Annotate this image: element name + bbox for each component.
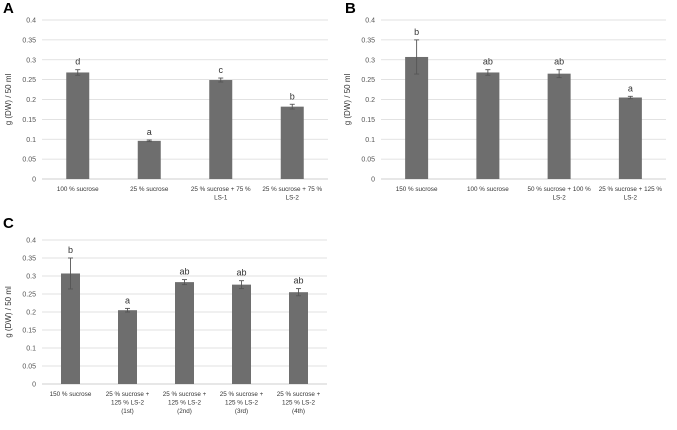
chart-c: 0 0.05 0.1 0.15 0.2 0.25 0.3 0.35 0.4 g (DW) / 50… xyxy=(4,238,327,415)
y-tick-label: 0.35 xyxy=(22,256,36,263)
y-tick-label: 0.05 xyxy=(22,364,36,371)
x-tick-label: 125 % LS-2 xyxy=(225,400,258,407)
y-tick-label: 0.1 xyxy=(26,137,36,144)
y-tick-label: 0.05 xyxy=(361,157,375,164)
bar xyxy=(66,72,90,179)
chart-b: 0 0.05 0.1 0.15 0.2 0.25 0.3 0.35 0.4 g (DW) / 50… xyxy=(343,18,666,202)
y-tick-label: 0.4 xyxy=(26,18,36,25)
x-tick-label: 150 % sucrose xyxy=(396,186,438,193)
significance-letter: d xyxy=(75,57,80,67)
y-tick-label: 0.35 xyxy=(361,37,375,44)
significance-letter: a xyxy=(125,295,130,305)
x-tick-label: 125 % LS-2 xyxy=(111,400,144,407)
bar xyxy=(618,97,642,179)
bar xyxy=(280,106,304,179)
significance-letter: ab xyxy=(293,276,303,286)
bar xyxy=(137,140,161,179)
significance-letter: ab xyxy=(179,267,189,277)
x-tick-label: 125 % LS-2 xyxy=(282,400,315,407)
x-tick-label: 25 % sucrose + xyxy=(106,391,150,398)
x-tick-label: 100 % sucrose xyxy=(467,186,509,193)
bar xyxy=(405,56,429,179)
bar xyxy=(476,72,500,179)
bar xyxy=(118,310,137,384)
y-tick-label: 0.1 xyxy=(26,346,36,353)
y-tick-label: 0.25 xyxy=(361,77,375,84)
y-tick-label: 0.25 xyxy=(22,77,36,84)
panel-b: B 0 0.05 0.1 0.15 0.2 0.25 0.3 0.35 0.4 g (DW) / … xyxy=(340,0,677,215)
y-axis-title: g (DW) / 50 ml xyxy=(4,286,13,338)
bar xyxy=(209,80,233,179)
y-tick-label: 0.15 xyxy=(361,117,375,124)
panel-a-label: A xyxy=(3,0,14,17)
bar xyxy=(289,292,308,384)
significance-letter: b xyxy=(68,245,73,255)
x-tick-label: (1st) xyxy=(121,408,134,415)
y-tick-label: 0.4 xyxy=(26,238,36,245)
significance-letter: a xyxy=(628,83,633,93)
y-tick-label: 0.2 xyxy=(365,97,375,104)
bar xyxy=(547,73,571,179)
x-tick-label: 25 % sucrose + 75 % xyxy=(191,186,251,193)
x-tick-label: 150 % sucrose xyxy=(50,391,92,398)
y-tick-label: 0.2 xyxy=(26,310,36,317)
significance-letter: b xyxy=(414,27,419,37)
panel-c: C 0 0.05 0.1 0.15 0.2 0.25 0.3 0.35 0.4 g (DW) / … xyxy=(0,215,340,425)
y-tick-label: 0 xyxy=(371,177,375,184)
x-tick-label: (3rd) xyxy=(235,408,248,415)
y-tick-label: 0.3 xyxy=(26,57,36,64)
x-tick-label: LS-2 xyxy=(624,195,638,202)
y-tick-label: 0.2 xyxy=(26,97,36,104)
x-tick-label: (2nd) xyxy=(177,408,192,415)
x-tick-label: 125 % LS-2 xyxy=(168,400,201,407)
y-tick-label: 0.4 xyxy=(365,18,375,25)
x-tick-label: 25 % sucrose + 75 % xyxy=(262,186,322,193)
x-tick-label: 25 % sucrose + xyxy=(220,391,264,398)
x-tick-label: 25 % sucrose xyxy=(130,186,169,193)
x-tick-label: (4th) xyxy=(292,408,305,415)
x-tick-label: 25 % sucrose + xyxy=(277,391,321,398)
y-tick-label: 0.25 xyxy=(22,292,36,299)
significance-letter: ab xyxy=(483,57,493,67)
y-tick-label: 0.05 xyxy=(22,157,36,164)
x-tick-label: 25 % sucrose + xyxy=(163,391,207,398)
bar xyxy=(175,282,194,384)
y-tick-label: 0.15 xyxy=(22,328,36,335)
bar xyxy=(61,273,80,384)
x-tick-label: 25 % sucrose + 125 % xyxy=(599,186,663,193)
chart-a: 0 0.05 0.1 0.15 0.2 0.25 0.3 0.35 0.4 g (DW) / 50… xyxy=(4,18,328,202)
bar xyxy=(232,284,251,384)
panel-b-label: B xyxy=(345,0,356,17)
x-tick-label: LS-2 xyxy=(552,195,566,202)
significance-letter: b xyxy=(290,91,295,101)
significance-letter: ab xyxy=(554,57,564,67)
y-tick-label: 0.3 xyxy=(365,57,375,64)
y-tick-label: 0.15 xyxy=(22,117,36,124)
x-tick-label: 100 % sucrose xyxy=(57,186,99,193)
y-tick-label: 0 xyxy=(32,382,36,389)
y-tick-label: 0 xyxy=(32,177,36,184)
significance-letter: ab xyxy=(236,268,246,278)
x-tick-label: LS-2 xyxy=(286,195,300,202)
y-tick-label: 0.35 xyxy=(22,37,36,44)
y-tick-label: 0.1 xyxy=(365,137,375,144)
x-tick-label: 50 % sucrose + 100 % xyxy=(528,186,592,193)
significance-letter: c xyxy=(219,65,224,75)
x-tick-label: LS-1 xyxy=(214,195,228,202)
significance-letter: a xyxy=(147,127,152,137)
y-axis-title: g (DW) / 50 ml xyxy=(343,74,352,126)
y-tick-label: 0.3 xyxy=(26,274,36,281)
panel-c-label: C xyxy=(3,215,14,232)
panel-a: A 0 0.05 0.1 0.15 0.2 0.25 0.3 0.35 0.4 g (DW) / … xyxy=(0,0,340,215)
y-axis-title: g (DW) / 50 ml xyxy=(4,74,13,126)
